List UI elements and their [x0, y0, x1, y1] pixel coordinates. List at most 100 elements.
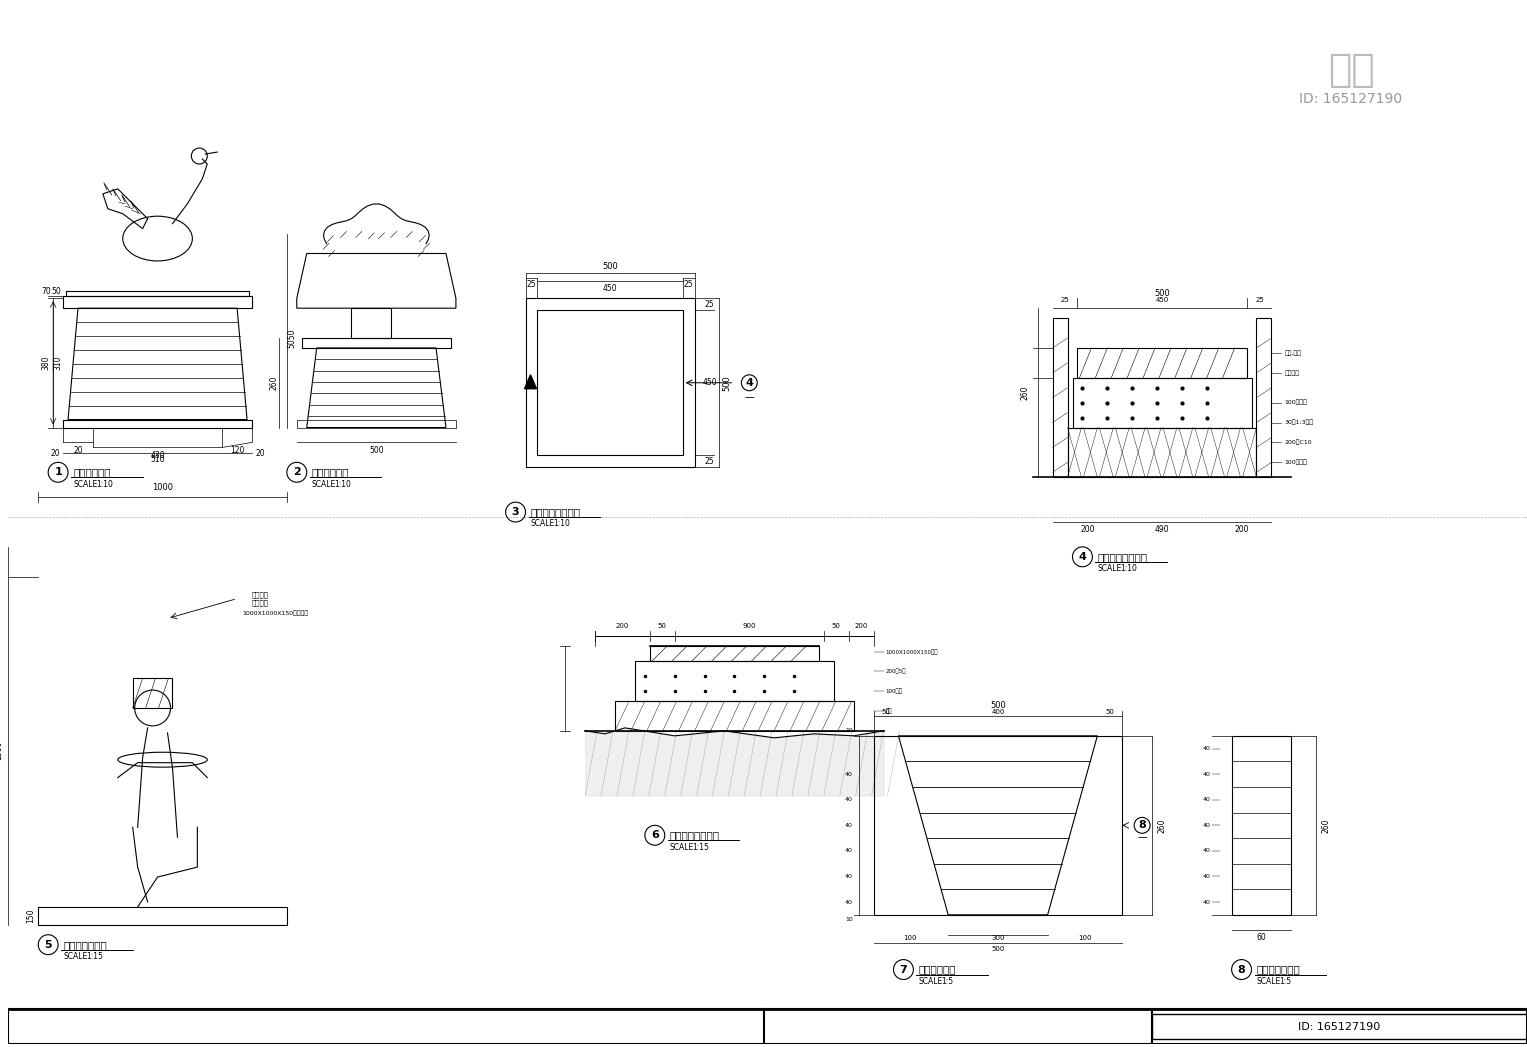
- Text: —: —: [1138, 832, 1147, 842]
- Text: 500: 500: [991, 945, 1005, 952]
- Polygon shape: [525, 375, 536, 388]
- Text: SCALE: SCALE: [670, 843, 693, 851]
- Text: 25: 25: [704, 456, 715, 466]
- Text: 1:10: 1:10: [334, 480, 351, 489]
- Text: 1000X1000X150铸铁: 1000X1000X150铸铁: [886, 649, 938, 655]
- Text: 70: 70: [41, 287, 50, 296]
- Text: 200: 200: [1234, 526, 1249, 534]
- Text: 25: 25: [527, 280, 536, 289]
- Text: 1:10: 1:10: [553, 519, 570, 529]
- Text: 510: 510: [150, 454, 165, 464]
- Text: 260: 260: [1321, 818, 1330, 832]
- Text: 磴建纹大样图: 磴建纹大样图: [918, 964, 956, 975]
- Text: 25: 25: [1060, 297, 1069, 304]
- Text: SCALE: SCALE: [1098, 564, 1122, 574]
- Text: 20: 20: [73, 446, 82, 454]
- Text: 8: 8: [1238, 964, 1246, 975]
- Text: 40: 40: [1203, 823, 1211, 828]
- Text: 500: 500: [602, 262, 618, 271]
- Text: 450: 450: [603, 284, 617, 293]
- Text: 入户小品立面图: 入户小品立面图: [63, 939, 107, 950]
- Text: 200厚C10: 200厚C10: [1284, 440, 1312, 445]
- Text: 500: 500: [989, 701, 1006, 711]
- Text: 490: 490: [1154, 526, 1170, 534]
- Text: 7: 7: [899, 964, 907, 975]
- Text: 2: 2: [293, 467, 301, 477]
- Text: 260: 260: [269, 376, 278, 391]
- Text: 20: 20: [255, 449, 264, 458]
- Text: 知末: 知末: [1327, 50, 1374, 89]
- Text: 50: 50: [52, 287, 61, 296]
- Text: 40: 40: [844, 823, 852, 828]
- Text: 1:10: 1:10: [1121, 564, 1138, 574]
- Text: 400: 400: [991, 709, 1005, 715]
- Text: 30厚1:3砂浆: 30厚1:3砂浆: [1284, 420, 1313, 425]
- Text: SCALE: SCALE: [312, 480, 336, 489]
- Text: 50: 50: [832, 623, 841, 629]
- Text: 1000X1000X150鹅卵石架: 1000X1000X150鹅卵石架: [243, 610, 308, 617]
- Text: ID: 165127190: ID: 165127190: [1298, 1022, 1380, 1032]
- Text: 200: 200: [855, 623, 867, 629]
- Text: 侍女雕塑基座大样: 侍女雕塑基座大样: [670, 830, 719, 841]
- Bar: [615, 701, 854, 731]
- Text: 1:15: 1:15: [86, 952, 102, 961]
- Text: ID: 165127190: ID: 165127190: [1299, 92, 1402, 107]
- Text: 10: 10: [844, 917, 852, 922]
- Text: 垫层: 垫层: [886, 708, 892, 714]
- Text: SCALE: SCALE: [530, 519, 554, 529]
- Text: 磴纹,砖砌: 磴纹,砖砌: [1284, 350, 1301, 356]
- Text: —: —: [745, 392, 754, 402]
- Text: 200: 200: [615, 623, 629, 629]
- Text: 入户花钵立面: 入户花钵立面: [312, 467, 350, 477]
- Text: 150: 150: [26, 909, 35, 923]
- Text: 40: 40: [844, 797, 852, 802]
- Text: SCALE: SCALE: [63, 952, 87, 961]
- Bar: [8, 1009, 1527, 1044]
- Bar: [1072, 378, 1252, 427]
- Bar: [63, 296, 252, 308]
- Text: 1: 1: [55, 467, 63, 477]
- Text: 40: 40: [1203, 747, 1211, 751]
- Text: 4: 4: [745, 378, 753, 387]
- Bar: [651, 646, 818, 662]
- Text: 花钵墩平面大样图: 花钵墩平面大样图: [530, 507, 580, 517]
- Text: SCALE: SCALE: [73, 480, 98, 489]
- Text: 450: 450: [702, 378, 716, 387]
- Text: SCALE: SCALE: [1257, 977, 1281, 986]
- Bar: [133, 678, 173, 708]
- Text: 花钵墩剖面大样图: 花钵墩剖面大样图: [1098, 552, 1147, 562]
- Text: 桃花心木
铁艺架铁: 桃花心木 铁艺架铁: [252, 592, 269, 606]
- Text: 1000: 1000: [153, 483, 173, 492]
- Bar: [1232, 736, 1292, 915]
- Bar: [1067, 427, 1257, 477]
- Text: 100: 100: [1078, 935, 1092, 940]
- Text: 1:10: 1:10: [96, 480, 113, 489]
- Text: 40: 40: [844, 772, 852, 777]
- Bar: [1257, 318, 1272, 477]
- Bar: [1052, 318, 1067, 477]
- Text: 40: 40: [1203, 797, 1211, 802]
- Bar: [38, 907, 287, 925]
- Text: 260: 260: [1020, 385, 1029, 400]
- Text: 500: 500: [1154, 289, 1170, 297]
- Text: 40: 40: [844, 899, 852, 905]
- Text: 1:15: 1:15: [693, 843, 710, 851]
- Text: 100: 100: [904, 935, 918, 940]
- Bar: [66, 291, 249, 296]
- Bar: [525, 298, 695, 467]
- Text: 40: 40: [1203, 899, 1211, 905]
- Text: 500: 500: [370, 446, 383, 454]
- Text: 60: 60: [1257, 933, 1266, 942]
- Bar: [63, 420, 252, 427]
- Text: 100厚细粒: 100厚细粒: [1284, 400, 1307, 405]
- Text: 50: 50: [1106, 709, 1115, 715]
- Bar: [1078, 348, 1246, 378]
- Text: 25: 25: [684, 280, 693, 289]
- Text: SCALE: SCALE: [918, 977, 942, 986]
- Text: 100厚板: 100厚板: [886, 688, 902, 694]
- Text: 500: 500: [722, 375, 731, 391]
- Text: 6: 6: [651, 830, 658, 841]
- Text: 1360: 1360: [0, 741, 3, 760]
- Text: 40: 40: [844, 874, 852, 879]
- Text: 300: 300: [991, 935, 1005, 940]
